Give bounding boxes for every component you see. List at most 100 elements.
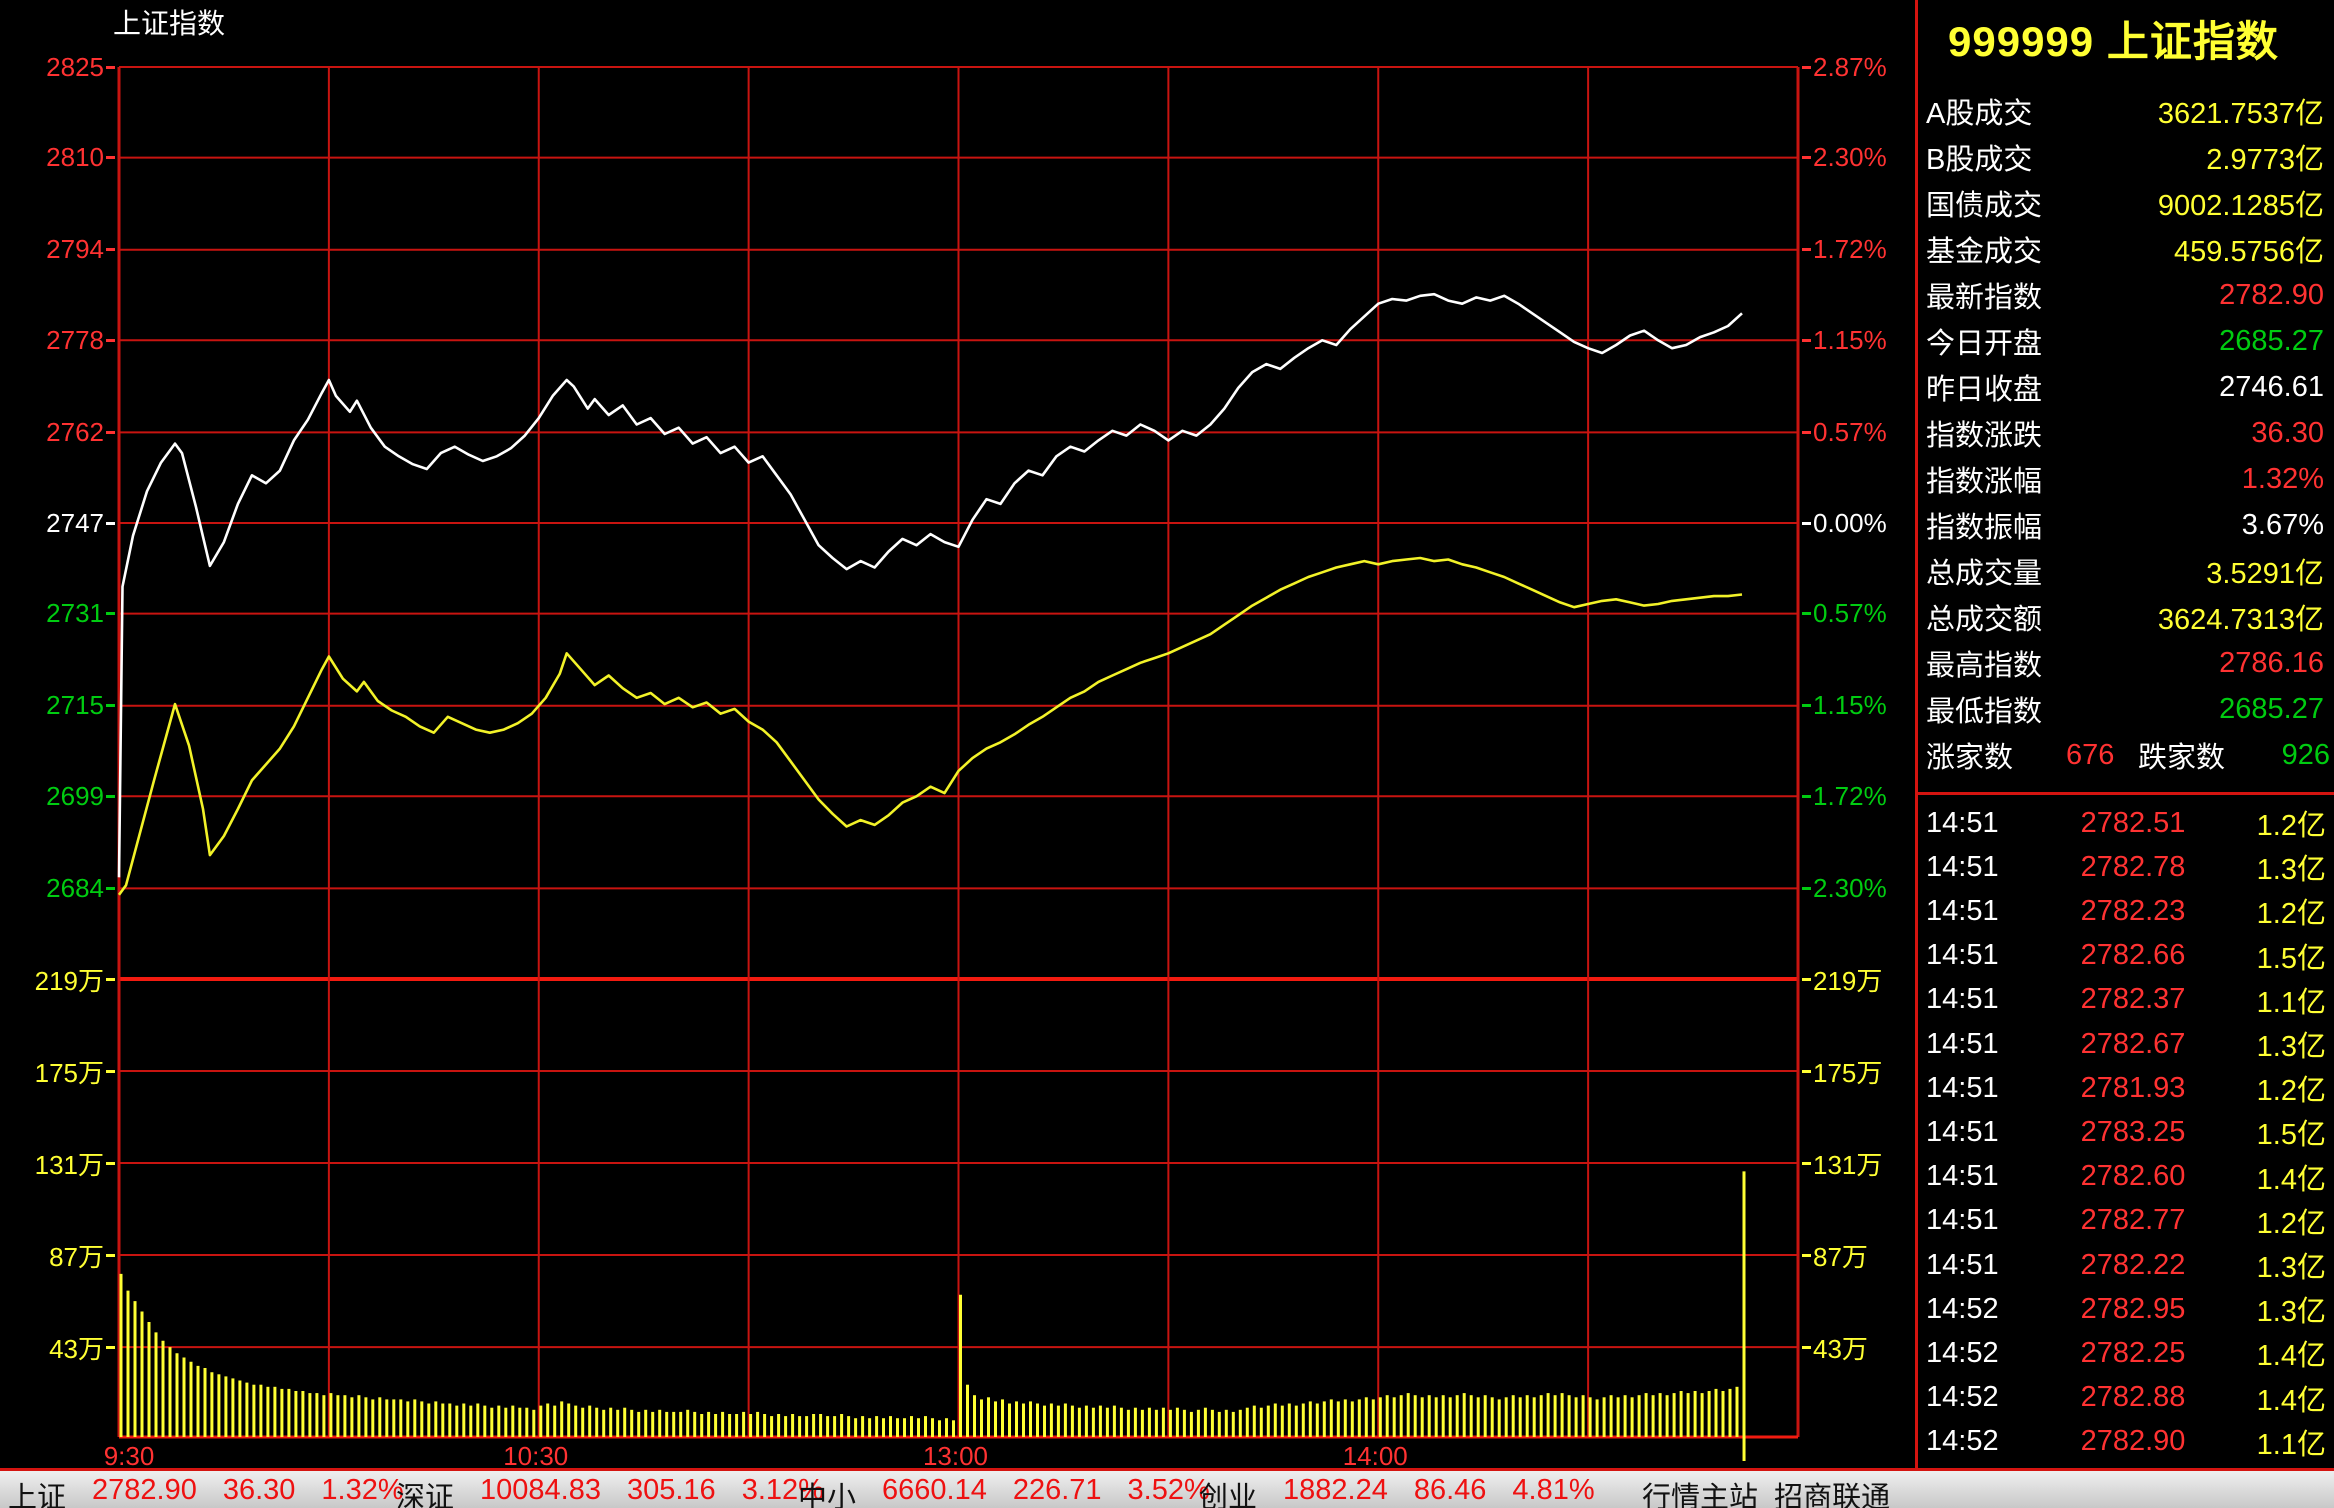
statusbar-index-中小[interactable]: 中小 6660.14 226.71 3.52% bbox=[798, 1474, 1210, 1508]
stat-row: 指数涨幅 1.32% bbox=[1918, 456, 2334, 502]
tick-row: 14:51 2782.23 1.2亿 bbox=[1918, 889, 2334, 933]
index-quote-value: 1882.24 bbox=[1283, 1474, 1388, 1506]
intraday-chart[interactable] bbox=[117, 66, 1800, 1467]
stat-row: 总成交额 3624.7313亿 bbox=[1918, 594, 2334, 640]
tick-row: 14:52 2782.88 1.4亿 bbox=[1918, 1376, 2334, 1420]
percent-axis-label: 1.15% bbox=[1800, 325, 1930, 355]
price-axis-label: 2762 bbox=[0, 417, 117, 447]
price-axis-label: 2794 bbox=[0, 234, 117, 264]
tick-volume: 1.5亿 bbox=[2256, 942, 2326, 975]
tick-time: 14:51 bbox=[1926, 1248, 1999, 1281]
index-quote-value: 2782.90 bbox=[92, 1474, 197, 1506]
index-quote-value: 4.81% bbox=[1512, 1474, 1595, 1506]
statusbar-station[interactable]: 行情主站_招商联通 bbox=[1642, 1474, 1890, 1508]
axis-tick bbox=[106, 430, 115, 434]
volume-bars bbox=[119, 1171, 1746, 1437]
axis-tick bbox=[1802, 1161, 1811, 1165]
stat-value: 3.5291亿 bbox=[2206, 558, 2324, 590]
axis-tick bbox=[106, 886, 115, 890]
stat-label: 指数涨幅 bbox=[1926, 466, 2043, 498]
tick-row: 14:52 2782.25 1.4亿 bbox=[1918, 1331, 2334, 1375]
axis-tick bbox=[106, 156, 115, 160]
stat-value: 2685.27 bbox=[2219, 692, 2324, 725]
stat-label: 昨日收盘 bbox=[1926, 374, 2043, 406]
tick-row: 14:51 2783.25 1.5亿 bbox=[1918, 1110, 2334, 1154]
status-bar: 上证 2782.90 36.30 1.32% 深证 10084.83 305.16 3.12%… bbox=[0, 1468, 2334, 1508]
tick-volume: 1.3亿 bbox=[2256, 1252, 2326, 1284]
tick-time: 14:51 bbox=[1926, 1115, 1999, 1148]
price-axis-label: 2699 bbox=[0, 781, 117, 811]
axis-tick bbox=[106, 1069, 115, 1073]
stat-row: 最新指数 2782.90 bbox=[1918, 272, 2334, 318]
percent-axis-label: 0.57% bbox=[1800, 417, 1930, 447]
statusbar-index-创业[interactable]: 创业 1882.24 86.46 4.81% bbox=[1199, 1474, 1595, 1508]
percent-axis-label: 2.87% bbox=[1800, 52, 1930, 82]
tick-time: 14:51 bbox=[1926, 1071, 1999, 1104]
time-axis-label: 13:00 bbox=[922, 1441, 989, 1471]
axis-tick bbox=[1802, 704, 1811, 708]
stat-value: 2746.61 bbox=[2219, 370, 2324, 403]
index-quote-value: 226.71 bbox=[1012, 1474, 1102, 1506]
stat-value: 3.67% bbox=[2241, 508, 2324, 541]
price-axis-label: 2684 bbox=[0, 873, 117, 903]
axis-tick bbox=[106, 704, 115, 708]
time-axis-label: 9:30 bbox=[103, 1441, 155, 1471]
percent-axis-label: 0.57% bbox=[1800, 598, 1930, 628]
tick-price: 2782.67 bbox=[2080, 1027, 2186, 1060]
tick-volume: 1.5亿 bbox=[2256, 1119, 2326, 1152]
axis-tick bbox=[1802, 886, 1811, 890]
index-name: 上证指数 bbox=[2106, 18, 2279, 65]
volume-axis-label: 175万 bbox=[1800, 1057, 1930, 1088]
time-axis-label: 14:00 bbox=[1342, 1441, 1408, 1471]
stat-row: 国债成交 9002.1285亿 bbox=[1918, 180, 2334, 226]
percent-axis-label: 1.72% bbox=[1800, 234, 1930, 264]
stat-label: 最新指数 bbox=[1926, 282, 2043, 314]
stat-row: 基金成交 459.5756亿 bbox=[1918, 226, 2334, 272]
index-short-name: 深证 bbox=[396, 1482, 455, 1508]
stat-row: 指数涨跌 36.30 bbox=[1918, 410, 2334, 456]
axis-tick bbox=[1802, 248, 1811, 252]
panel-header: 999999 上证指数 bbox=[1948, 8, 2279, 69]
tick-price: 2782.77 bbox=[2080, 1204, 2186, 1237]
tick-time: 14:52 bbox=[1926, 1292, 1999, 1325]
tick-time: 14:51 bbox=[1926, 983, 1999, 1016]
price-axis-label: 2715 bbox=[0, 690, 117, 720]
axis-tick bbox=[106, 977, 115, 981]
volume-axis-label: 87万 bbox=[1800, 1241, 1930, 1272]
tick-volume: 1.2亿 bbox=[2256, 1075, 2326, 1108]
stat-row: B股成交 2.9773亿 bbox=[1918, 134, 2334, 180]
index-code: 999999 bbox=[1948, 18, 2095, 65]
tick-volume: 1.4亿 bbox=[2256, 1384, 2326, 1417]
stat-label: 总成交量 bbox=[1926, 558, 2043, 590]
index-quote-value: 305.16 bbox=[626, 1474, 716, 1506]
axis-tick bbox=[1802, 794, 1811, 798]
axis-tick bbox=[106, 248, 115, 252]
stat-label: 指数涨跌 bbox=[1926, 420, 2043, 452]
axis-tick bbox=[106, 521, 115, 525]
statusbar-index-上证[interactable]: 上证 2782.90 36.30 1.32% bbox=[8, 1474, 404, 1508]
tick-price: 2782.88 bbox=[2080, 1381, 2186, 1414]
tick-volume: 1.2亿 bbox=[2256, 1207, 2326, 1240]
stat-row: 最高指数 2786.16 bbox=[1918, 640, 2334, 686]
axis-tick bbox=[1802, 612, 1811, 616]
stat-row: A股成交 3621.7537亿 bbox=[1918, 88, 2334, 134]
price-axis-label: 2747 bbox=[0, 508, 117, 538]
volume-axis-label: 87万 bbox=[0, 1241, 117, 1272]
statusbar-index-深证[interactable]: 深证 10084.83 305.16 3.12% bbox=[396, 1474, 824, 1508]
tick-time: 14:51 bbox=[1926, 894, 1999, 927]
axis-tick bbox=[106, 338, 115, 342]
tick-time: 14:51 bbox=[1926, 850, 1999, 883]
tick-price: 2782.78 bbox=[2080, 850, 2186, 883]
tick-time: 14:51 bbox=[1926, 806, 1999, 839]
panel-divider bbox=[1915, 0, 1918, 1471]
stat-value: 2786.16 bbox=[2219, 646, 2324, 679]
stat-value: 36.30 bbox=[2251, 416, 2324, 449]
stat-value: 2.9773亿 bbox=[2206, 144, 2324, 176]
axis-tick bbox=[1802, 1069, 1811, 1073]
tick-row: 14:51 2781.93 1.2亿 bbox=[1918, 1066, 2334, 1110]
tick-time: 14:51 bbox=[1926, 1027, 1999, 1060]
volume-axis-label: 175万 bbox=[0, 1057, 117, 1088]
tick-price: 2782.51 bbox=[2080, 806, 2186, 839]
tick-row: 14:52 2782.90 1.1亿 bbox=[1918, 1420, 2334, 1464]
axis-tick bbox=[1802, 156, 1811, 160]
